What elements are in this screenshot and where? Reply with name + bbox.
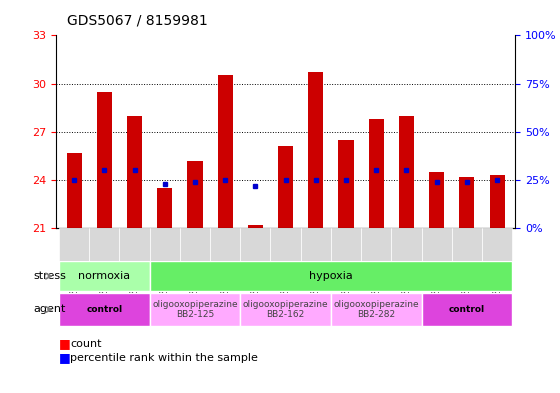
Text: control: control (86, 305, 123, 314)
Bar (308, 72, 323, 228)
Bar (218, 75, 233, 228)
Bar (459, 176, 474, 228)
Bar (97, 92, 112, 228)
Bar (331, 228, 361, 261)
Text: control: control (449, 305, 485, 314)
Bar (67, 152, 82, 228)
Bar (119, 228, 150, 261)
Bar (240, 228, 270, 261)
Bar (482, 228, 512, 261)
Text: normoxia: normoxia (78, 271, 130, 281)
Bar (301, 228, 331, 261)
Bar (270, 228, 301, 261)
Bar (429, 172, 444, 228)
Bar (188, 160, 203, 228)
Text: stress: stress (34, 271, 66, 281)
Bar (399, 116, 414, 228)
Text: oligooxopiperazine
BB2-125: oligooxopiperazine BB2-125 (152, 300, 238, 319)
Text: GDS5067 / 8159981: GDS5067 / 8159981 (67, 13, 208, 28)
Bar (422, 228, 452, 261)
Bar (489, 175, 505, 228)
Text: ■: ■ (59, 337, 71, 351)
Bar (278, 146, 293, 228)
Bar (210, 228, 240, 261)
Text: agent: agent (34, 305, 66, 314)
Text: oligooxopiperazine
BB2-162: oligooxopiperazine BB2-162 (243, 300, 328, 319)
Text: percentile rank within the sample: percentile rank within the sample (70, 353, 258, 363)
Bar (59, 261, 150, 291)
Text: ■: ■ (59, 351, 71, 364)
Text: hypoxia: hypoxia (309, 271, 353, 281)
Bar (240, 293, 331, 326)
Bar (331, 293, 422, 326)
Bar (452, 228, 482, 261)
Bar (157, 188, 172, 228)
Bar (150, 293, 240, 326)
Bar (59, 293, 150, 326)
Bar (150, 261, 512, 291)
Text: count: count (70, 339, 101, 349)
Bar (422, 293, 512, 326)
Bar (391, 228, 422, 261)
Bar (180, 228, 210, 261)
Bar (248, 225, 263, 228)
Bar (127, 116, 142, 228)
Bar (59, 228, 89, 261)
Bar (368, 119, 384, 228)
Bar (89, 228, 119, 261)
Text: oligooxopiperazine
BB2-282: oligooxopiperazine BB2-282 (333, 300, 419, 319)
Bar (150, 228, 180, 261)
Bar (338, 140, 353, 228)
Bar (361, 228, 391, 261)
